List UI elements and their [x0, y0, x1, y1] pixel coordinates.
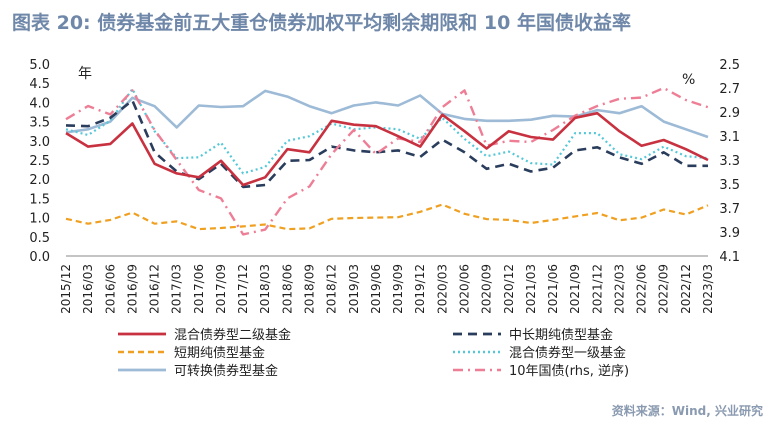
- legend-label-kezhuan: 可转换债券型基金: [174, 363, 278, 379]
- x-tick-label: 2020/06: [457, 264, 471, 314]
- left-tick-label: 1.0: [29, 212, 50, 227]
- legend-label-zhongchang: 中长期纯债型基金: [509, 327, 613, 343]
- chart-axes: 0.0 0.5 1.0 1.5 2.0 2.5 3.0 3.5 4.0 4.5 5.0 2.5 2.7 2…: [29, 58, 740, 265]
- x-tick-label: 2016/03: [81, 264, 95, 314]
- left-tick-label: 1.5: [29, 192, 50, 207]
- right-tick-label: 3.7: [719, 202, 740, 217]
- source-note: 资料来源：Wind, 兴业研究: [611, 404, 763, 418]
- x-tick-label: 2018/12: [325, 264, 339, 314]
- x-tick-label: 2020/03: [435, 264, 449, 314]
- x-tick-label: 2017/06: [192, 264, 206, 314]
- x-tick-label: 2017/12: [236, 264, 250, 314]
- x-tick-label: 2019/03: [347, 264, 361, 314]
- x-tick-label: 2017/09: [214, 264, 228, 314]
- x-tick-label: 2019/12: [413, 264, 427, 314]
- x-tick-label: 2018/06: [280, 264, 294, 314]
- x-tick-label: 2023/03: [701, 264, 715, 314]
- series-line-kezhuan: [65, 89, 709, 139]
- x-tick-label: 2021/06: [546, 264, 560, 314]
- right-tick-label: 2.9: [719, 106, 740, 121]
- legend-label-hunhe1: 混合债券型一级基金: [509, 345, 626, 361]
- x-tick-label: 2020/09: [480, 264, 494, 314]
- x-tick-label: 2021/09: [568, 264, 582, 314]
- left-unit-label: 年: [78, 66, 92, 82]
- x-tick-label: 2016/06: [103, 264, 117, 314]
- right-tick-label: 2.5: [719, 58, 740, 73]
- left-tick-label: 0.0: [29, 250, 50, 265]
- right-tick-label: 3.3: [719, 154, 740, 169]
- left-tick-label: 3.5: [29, 116, 50, 131]
- left-tick-label: 2.5: [29, 154, 50, 169]
- x-tick-label: 2019/09: [391, 264, 405, 314]
- x-tick-label: 2022/03: [612, 264, 626, 314]
- right-tick-label: 3.5: [719, 178, 740, 193]
- series-layer: [65, 86, 709, 236]
- right-tick-label: 3.1: [719, 130, 740, 145]
- right-tick-label: 2.7: [719, 82, 740, 97]
- series-line-hunhe2: [65, 111, 709, 187]
- x-tick-label: 2015/12: [59, 264, 73, 314]
- left-tick-label: 4.5: [29, 77, 50, 92]
- legend-label-hunhe2: 混合债券型二级基金: [174, 327, 291, 343]
- series-line-zhongchang: [65, 99, 708, 189]
- x-tick-label: 2019/06: [369, 264, 383, 314]
- left-tick-label: 0.5: [29, 231, 50, 246]
- left-tick-label: 4.0: [29, 96, 50, 111]
- right-tick-label: 4.1: [719, 250, 740, 265]
- left-tick-label: 2.0: [29, 173, 50, 188]
- x-tick-label: 2016/12: [148, 264, 162, 314]
- series-line-guozhai: [65, 86, 709, 236]
- x-tick-label: 2018/03: [258, 264, 272, 314]
- series-line-duanqi: [65, 203, 709, 231]
- left-tick-label: 5.0: [29, 58, 50, 73]
- legend-label-guozhai: 10年国债(rhs, 逆序): [509, 363, 629, 379]
- x-tick-label: 2018/09: [303, 264, 317, 314]
- right-tick-label: 3.9: [719, 226, 740, 241]
- x-axis-ticks: 2015/12 2016/03 2016/06 2016/09 2016/12 2017/…: [59, 264, 715, 314]
- left-tick-label: 3.0: [29, 135, 50, 150]
- x-tick-label: 2021/03: [524, 264, 538, 314]
- x-tick-label: 2016/09: [125, 264, 139, 314]
- page-title: 图表 20: 债券基金前五大重仓债券加权平均剩余期限和 10 年国债收益率: [12, 12, 631, 34]
- x-tick-label: 2022/09: [657, 264, 671, 314]
- x-tick-label: 2022/06: [635, 264, 649, 314]
- x-tick-label: 2017/03: [170, 264, 184, 314]
- x-tick-label: 2021/12: [590, 264, 604, 314]
- x-tick-label: 2020/12: [502, 264, 516, 314]
- x-tick-label: 2022/12: [679, 264, 693, 314]
- legend-label-duanqi: 短期纯债型基金: [174, 345, 265, 361]
- right-unit-label: %: [682, 72, 695, 88]
